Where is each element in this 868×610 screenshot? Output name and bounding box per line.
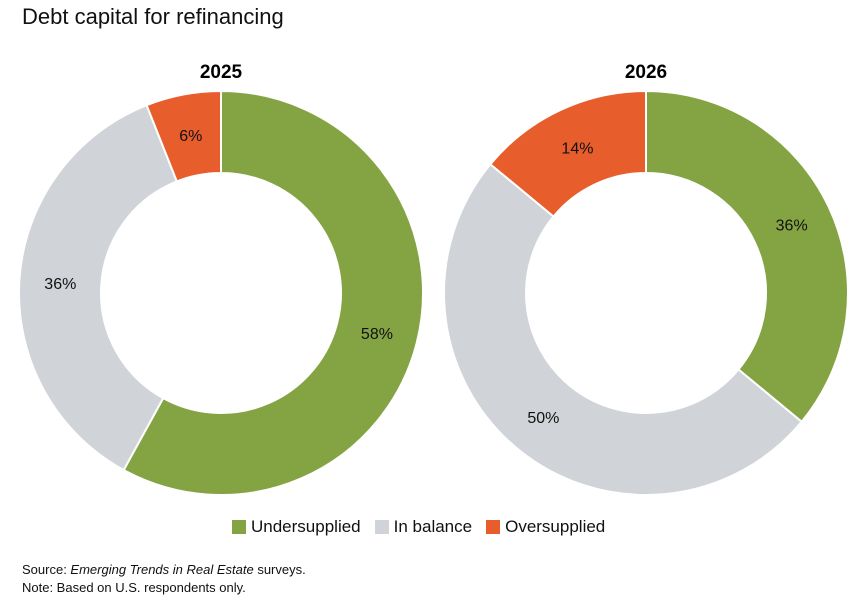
legend-label: In balance [393,517,473,536]
legend-swatch [374,520,389,534]
data-label: 36% [776,217,808,234]
donut-slice-undersupplied [122,89,424,496]
legend-label: Undersupplied [251,517,361,536]
legend-item-in-balance: In balance [374,517,473,537]
legend-swatch [232,520,246,534]
chart-title: Debt capital for refinancing [22,4,284,29]
data-label: 14% [561,140,593,157]
donut-slice-oversupplied [488,89,647,218]
donut-slice-undersupplied [645,89,849,424]
data-label: 50% [527,410,559,427]
donut-slice-in-balance [18,103,179,472]
source-prefix: Source: [22,562,71,577]
data-label: 36% [44,276,76,293]
legend-item-oversupplied: Oversupplied [486,517,605,537]
footnote: Note: Based on U.S. respondents only. [22,580,246,595]
donut-title: 2026 [625,62,667,83]
donut-slice-oversupplied [145,89,222,183]
data-label: 6% [179,128,202,145]
donut-title: 2025 [200,62,243,83]
legend-item-undersupplied: Undersupplied [232,517,361,537]
legend: Undersupplied In balance Oversupplied [232,517,605,537]
legend-label: Oversupplied [505,517,606,536]
data-label: 58% [361,326,393,343]
source-title: Emerging Trends in Real Estate [70,562,254,577]
source-note: Source: Emerging Trends in Real Estate s… [22,562,306,577]
legend-swatch [486,520,501,534]
donut-slice-in-balance [443,162,804,496]
source-suffix: surveys. [253,562,306,577]
